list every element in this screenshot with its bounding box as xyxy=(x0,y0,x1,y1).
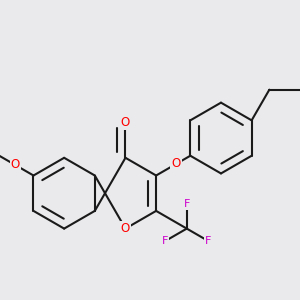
Text: O: O xyxy=(121,222,130,235)
Text: O: O xyxy=(11,158,20,171)
Text: F: F xyxy=(162,236,169,246)
Text: O: O xyxy=(171,158,181,170)
Text: O: O xyxy=(121,116,130,129)
Text: F: F xyxy=(184,199,190,209)
Text: F: F xyxy=(205,236,211,246)
